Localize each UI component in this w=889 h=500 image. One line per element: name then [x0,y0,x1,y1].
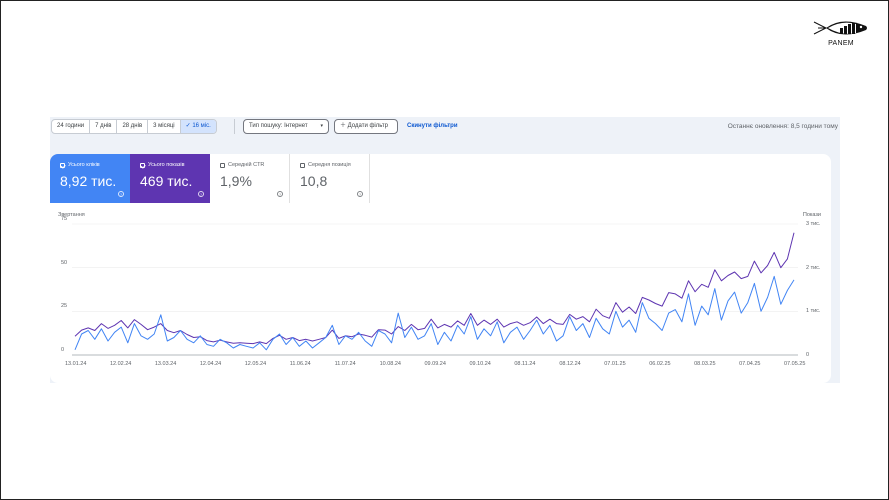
metric-value: 1,9% [220,173,252,189]
range-3m-button[interactable]: 3 місяці [148,120,181,133]
metric-label: Середня позиція [308,162,351,168]
add-filter-button[interactable]: ＋ Додати фільтр [334,119,398,134]
metric-label: Середній CTR [228,162,265,168]
x-tick-label: 12.02.24 [109,361,132,367]
search-type-dropdown[interactable]: Тип пошуку: Інтернет ▾ [243,119,329,134]
performance-chart: Звертання Покази 0 0 25 1 тис. 50 2 тис. 75 3 т… [50,203,831,383]
metric-average-ctr[interactable]: Середній CTR 1,9% ? [210,154,290,203]
range-7d-button[interactable]: 7 днів [90,120,118,133]
add-filter-label: Додати фільтр [347,123,388,129]
x-tick-label: 07.01.25 [604,361,626,367]
x-tick-label: 12.05.24 [244,361,267,367]
x-tick-label: 13.03.24 [154,361,177,367]
x-tick-label: 07.05.25 [784,361,806,367]
right-axis-title: Покази [802,212,821,218]
metric-total-clicks[interactable]: Усього кліків 8,92 тис. ? [50,154,130,203]
range-24h-button[interactable]: 24 години [52,120,91,133]
left-tick-label: 0 [61,347,65,353]
x-tick-label: 08.12.24 [559,361,581,367]
x-tick-label: 08.11.24 [514,361,536,367]
x-tick-label: 11.06.24 [289,361,311,367]
metric-average-position[interactable]: Середня позиція 10,8 ? [290,154,370,203]
range-16m-label: 16 міс. [192,123,211,129]
x-tick-label: 13.01.24 [65,361,87,367]
x-tick-label: 11.07.24 [334,361,356,367]
metric-total-impressions[interactable]: Усього показів 469 тис. ? [130,154,210,203]
caret-down-icon: ▾ [320,123,323,129]
help-icon[interactable]: ? [118,191,124,197]
date-range-selector: 24 години 7 днів 28 днів 3 місяці ✓ 16 м… [51,119,217,134]
metric-value: 10,8 [300,173,328,189]
performance-card: Усього кліків 8,92 тис. ? Усього показів… [50,154,831,383]
left-tick-label: 75 [61,216,68,222]
clicks-line [74,275,795,351]
x-tick-label: 07.04.25 [739,361,761,367]
filter-toolbar: 24 години 7 днів 28 днів 3 місяці ✓ 16 м… [50,119,840,135]
metric-label: Усього показів [148,162,185,168]
toolbar-divider [234,119,235,134]
range-28d-button[interactable]: 28 днів [117,120,149,133]
right-tick-label: 1 тис. [806,308,821,315]
reset-filters-link[interactable]: Скинути фільтри [407,123,458,129]
checkbox-unchecked-icon[interactable] [300,162,305,168]
left-tick-label: 50 [61,259,68,266]
check-icon: ✓ [185,123,193,129]
fish-icon [813,21,867,35]
plus-icon: ＋ [340,123,348,129]
checkbox-checked-icon[interactable] [60,162,65,168]
x-tick-label: 06.02.25 [649,361,671,367]
x-tick-label: 09.09.24 [424,361,446,367]
metric-label: Усього кліків [68,162,100,168]
metric-tabs: Усього кліків 8,92 тис. ? Усього показів… [50,154,370,203]
left-axis-title: Звертання [58,212,85,218]
x-tick-label: 09.10.24 [469,361,491,367]
logo-text: PANEM [828,40,854,47]
range-16m-button[interactable]: ✓ 16 міс. [180,120,216,133]
help-icon[interactable]: ? [277,191,283,197]
panem-logo: PANEM [811,18,871,52]
last-updated-text: Останнє оновлення: 8,5 години тому [727,123,838,130]
metric-value: 8,92 тис. [60,173,117,189]
checkbox-unchecked-icon[interactable] [220,162,225,168]
x-tick-label: 10.08.24 [379,361,401,367]
right-tick-label: 2 тис. [806,264,821,271]
right-tick-label: 3 тис. [806,221,821,227]
help-icon[interactable]: ? [357,191,363,197]
checkbox-checked-icon[interactable] [140,162,145,168]
line-plot [72,223,798,356]
impressions-line [74,232,795,345]
help-icon[interactable]: ? [198,191,204,197]
search-console-panel: 24 години 7 днів 28 днів 3 місяці ✓ 16 м… [50,117,840,383]
search-type-label: Тип пошуку: Інтернет [249,123,308,129]
x-tick-label: 08.03.25 [694,361,716,367]
metric-value: 469 тис. [140,173,193,189]
left-tick-label: 25 [61,303,68,310]
right-tick-label: 0 [806,352,810,358]
x-tick-label: 12.04.24 [199,361,222,367]
